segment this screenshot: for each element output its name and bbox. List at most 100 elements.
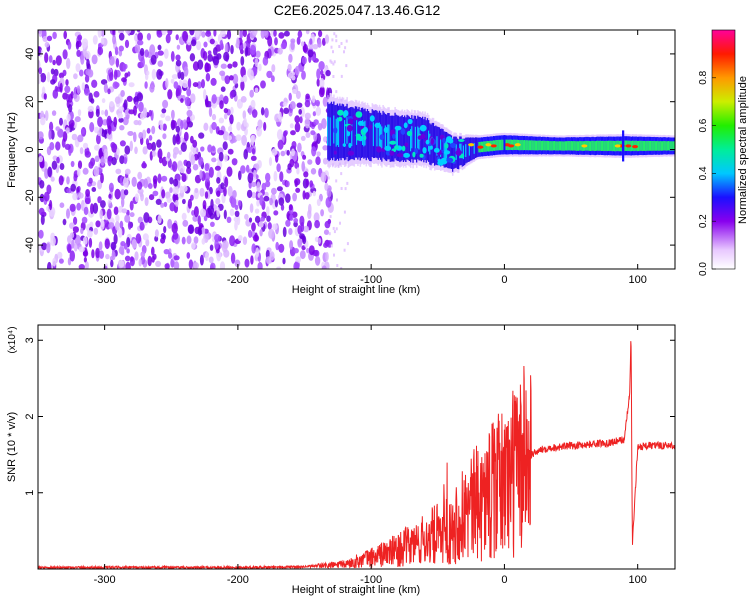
- band-blob: [392, 133, 396, 139]
- noise-cell: [99, 209, 103, 220]
- noise-cell: [97, 46, 104, 56]
- band-core: [375, 110, 377, 158]
- x-tick-label: -200: [227, 574, 249, 586]
- snr-series-line: [38, 341, 675, 569]
- noise-cell: [294, 65, 300, 76]
- band-core: [349, 107, 352, 160]
- noise-cell: [226, 166, 233, 177]
- band-core: [406, 114, 408, 160]
- noise-cell: [266, 70, 273, 79]
- band-inner: [603, 140, 605, 151]
- band-inner: [501, 139, 503, 151]
- noise-cell: [38, 30, 42, 38]
- noise-cell: [269, 251, 275, 261]
- noise-cell: [232, 61, 238, 68]
- noise-cell: [180, 142, 187, 152]
- snr-panel: -300 -200 -100 0 100 1 2 3 Height of straight l…: [6, 324, 676, 596]
- noise-cell: [186, 235, 192, 245]
- band-inner: [535, 140, 538, 151]
- noise-cell: [229, 75, 234, 81]
- noise-cell: [254, 232, 258, 242]
- band-core: [467, 137, 470, 162]
- band-inner: [395, 126, 398, 149]
- noise-cell: [251, 191, 256, 199]
- noise-cell: [190, 93, 196, 104]
- band-inner: [665, 141, 668, 151]
- noise-cell: [250, 134, 256, 143]
- noise-cell: [318, 87, 325, 98]
- noise-cell: [293, 248, 299, 254]
- noise-cell: [222, 141, 228, 151]
- noise-cell: [223, 209, 227, 220]
- noise-cell: [193, 206, 199, 218]
- noise-cell: [199, 187, 205, 197]
- noise-cell: [76, 202, 82, 211]
- noise-cell: [207, 50, 212, 56]
- noise-cell: [194, 30, 200, 37]
- noise-cell: [165, 115, 171, 122]
- noise-cell: [180, 136, 184, 143]
- noise-cell: [46, 35, 53, 42]
- noise-cell: [275, 241, 280, 251]
- band-inner: [658, 141, 660, 151]
- noise-cell: [251, 181, 257, 188]
- band-inner: [606, 140, 609, 152]
- noise-cell: [103, 83, 108, 94]
- noise-cell: [316, 78, 320, 87]
- noise-cell: [263, 121, 267, 131]
- noise-cell: [100, 37, 105, 45]
- noise-cell: [219, 100, 224, 110]
- colorbar-tick-label: 0.0: [698, 262, 709, 276]
- noise-cell: [333, 253, 335, 257]
- noise-cell: [96, 134, 101, 145]
- noise-cell: [309, 38, 313, 45]
- noise-cell: [279, 171, 284, 183]
- noise-cell: [87, 105, 95, 112]
- noise-cell: [178, 150, 182, 156]
- band-inner: [489, 140, 491, 152]
- noise-cell: [189, 30, 195, 36]
- noise-cell: [59, 202, 65, 208]
- band-inner: [630, 140, 633, 152]
- noise-cell: [111, 250, 116, 261]
- band-inner: [539, 140, 542, 151]
- noise-cell: [84, 261, 89, 269]
- x-tick-label: 0: [501, 574, 507, 586]
- noise-cell: [311, 146, 317, 157]
- band-inner: [600, 140, 603, 151]
- noise-cell: [265, 180, 271, 188]
- band-inner: [523, 140, 526, 150]
- band-blob: [456, 147, 461, 152]
- noise-cell: [38, 207, 45, 216]
- noise-cell: [172, 185, 179, 195]
- noise-cell: [165, 78, 169, 89]
- noise-cell: [249, 89, 254, 98]
- noise-cell: [172, 134, 177, 146]
- spectrogram-cells: [38, 30, 675, 269]
- noise-cell: [260, 30, 265, 39]
- noise-cell: [237, 200, 242, 207]
- band-inner: [587, 140, 590, 151]
- noise-cell: [78, 264, 85, 269]
- noise-cell: [134, 251, 139, 261]
- band-blob: [355, 111, 363, 118]
- noise-cell: [205, 72, 211, 82]
- noise-cell: [188, 259, 194, 269]
- band-inner: [502, 139, 504, 151]
- noise-cell: [249, 44, 257, 56]
- noise-cell: [191, 242, 196, 250]
- noise-cell: [97, 30, 102, 38]
- noise-cell: [38, 131, 44, 140]
- noise-cell: [167, 30, 173, 36]
- noise-cell: [312, 44, 319, 50]
- noise-cell: [155, 198, 162, 205]
- noise-cell: [244, 213, 249, 220]
- noise-cell: [146, 142, 153, 150]
- noise-cell: [76, 49, 81, 58]
- noise-cell: [144, 81, 148, 89]
- noise-cell: [126, 248, 130, 254]
- noise-cell: [56, 156, 60, 164]
- noise-cell: [142, 161, 146, 167]
- band-inner: [460, 143, 462, 158]
- noise-cell: [106, 208, 112, 220]
